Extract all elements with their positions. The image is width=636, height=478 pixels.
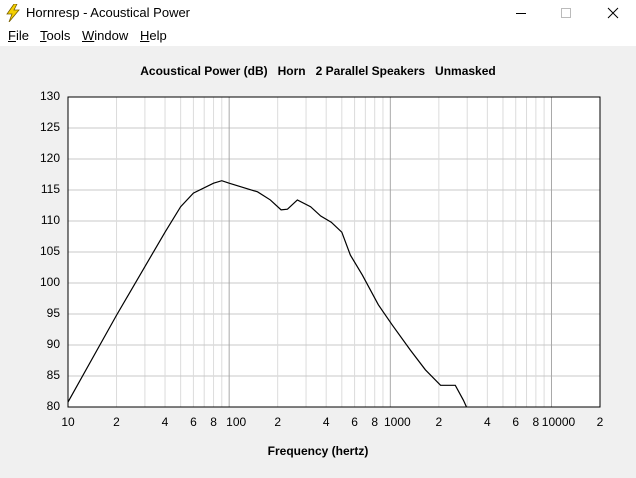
x-tick-label: 2 xyxy=(597,415,604,429)
window-title: Hornresp - Acoustical Power xyxy=(26,5,191,20)
x-tick-label: 2 xyxy=(274,415,281,429)
x-tick-label: 10000 xyxy=(542,415,576,429)
menu-help[interactable]: Help xyxy=(140,28,167,43)
y-tick-label: 105 xyxy=(40,244,60,258)
x-tick-label: 4 xyxy=(323,415,330,429)
x-tick-label: 10 xyxy=(61,415,75,429)
x-tick-label: 6 xyxy=(512,415,519,429)
y-tick-label: 90 xyxy=(47,337,61,351)
close[interactable] xyxy=(607,7,619,19)
y-tick-label: 85 xyxy=(47,368,61,382)
x-axis-label: Frequency (hertz) xyxy=(268,444,369,458)
title-bar: Hornresp - Acoustical Power xyxy=(0,0,636,26)
data-line xyxy=(67,180,468,408)
y-tick-label: 100 xyxy=(40,275,60,289)
y-tick-label: 120 xyxy=(40,151,60,165)
x-tick-label: 2 xyxy=(113,415,120,429)
y-tick-label: 110 xyxy=(41,213,60,227)
y-tick-label: 115 xyxy=(41,182,60,196)
x-tick-label: 1000 xyxy=(384,415,411,429)
x-tick-label: 2 xyxy=(435,415,442,429)
x-tick-label: 8 xyxy=(210,415,217,429)
maximize[interactable] xyxy=(561,8,571,18)
window-controls[interactable] xyxy=(516,0,636,26)
y-tick-label: 125 xyxy=(40,120,60,134)
menu-bar: File Tools Window Help xyxy=(0,26,636,46)
y-tick-label: 80 xyxy=(47,399,61,413)
x-tick-label: 4 xyxy=(162,415,169,429)
x-tick-label: 100 xyxy=(226,415,246,429)
app-icon xyxy=(6,4,20,22)
x-tick-label: 6 xyxy=(190,415,197,429)
y-tick-label: 130 xyxy=(40,89,60,103)
x-tick-label: 6 xyxy=(351,415,358,429)
x-tick-label: 8 xyxy=(371,415,378,429)
chart-title: Acoustical Power (dB) Horn 2 Parallel Sp… xyxy=(140,64,495,78)
plot-border xyxy=(67,96,601,408)
menu-file[interactable]: File xyxy=(8,28,29,43)
y-tick-label: 95 xyxy=(47,306,61,320)
x-tick-label: 4 xyxy=(484,415,491,429)
x-tick-label: 8 xyxy=(533,415,540,429)
menu-tools[interactable]: Tools xyxy=(40,28,71,43)
chart: Acoustical Power (dB) Horn 2 Parallel Sp… xyxy=(40,64,604,458)
menu-window[interactable]: Window xyxy=(82,28,129,43)
